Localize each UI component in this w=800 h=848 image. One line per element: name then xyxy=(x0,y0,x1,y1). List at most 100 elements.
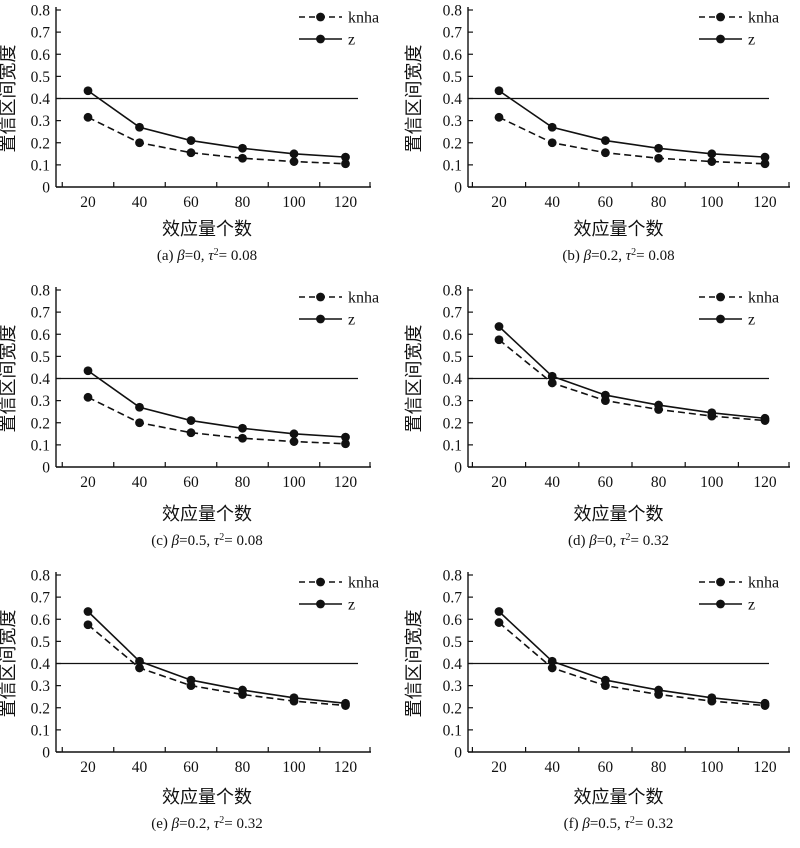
data-point-z xyxy=(707,408,717,418)
x-tick-label: 100 xyxy=(700,759,724,776)
data-point-knha xyxy=(654,153,663,163)
data-point-z xyxy=(494,607,504,616)
x-tick-label: 40 xyxy=(132,759,148,776)
x-tick-label: 20 xyxy=(491,759,507,776)
x-tick-label: 120 xyxy=(753,474,777,491)
data-point-z xyxy=(601,390,610,400)
y-tick-label: 0.3 xyxy=(443,393,463,410)
y-tick-label: 0.8 xyxy=(31,3,51,20)
caption-part-tau_eq: = 0.08 xyxy=(219,248,257,264)
legend-marker-knha xyxy=(716,292,725,302)
data-point-z xyxy=(135,122,144,132)
series-line-z xyxy=(498,325,766,420)
data-point-knha xyxy=(289,437,299,446)
caption-part-beta: β xyxy=(583,248,592,264)
y-tick-label: 0.5 xyxy=(31,69,51,86)
legend-label-z: z xyxy=(348,312,355,329)
y-tick-label: 0 xyxy=(454,180,462,197)
data-point-knha xyxy=(238,433,247,443)
legend-marker-z xyxy=(716,34,725,44)
subplot-b: 0 0.1 0.2 0.3 0.4 0.5 0.6 0.7 0.8 20 40 60 80 100 120 k… xyxy=(400,0,800,280)
y-tick-label: 0.7 xyxy=(31,25,51,42)
x-tick-label: 60 xyxy=(598,194,614,211)
y-tick-label: 0.5 xyxy=(31,349,51,366)
y-tick-label: 0.6 xyxy=(443,612,463,629)
y-tick-label: 0.4 xyxy=(443,371,463,388)
y-tick-label: 0.6 xyxy=(443,47,463,64)
y-tick-label: 0.3 xyxy=(443,678,463,695)
x-tick-label: 120 xyxy=(753,194,777,211)
x-tick-label: 20 xyxy=(491,474,507,491)
y-tick-label: 0.6 xyxy=(31,612,51,629)
caption-part-beta_eq: =0.5, xyxy=(179,533,214,549)
y-tick-label: 0.2 xyxy=(443,415,462,432)
legend-marker-knha xyxy=(316,577,325,587)
caption-part-prefix: (f) xyxy=(564,816,583,832)
caption-part-beta: β xyxy=(588,533,597,549)
data-point-z xyxy=(341,152,350,162)
data-point-knha xyxy=(186,428,196,438)
data-point-knha xyxy=(341,439,350,449)
y-tick-label: 0.4 xyxy=(31,91,51,108)
data-point-knha xyxy=(494,618,504,627)
data-point-knha xyxy=(186,148,196,158)
x-tick-label: 60 xyxy=(598,759,614,776)
data-point-z xyxy=(238,685,247,695)
x-tick-label: 40 xyxy=(132,474,148,491)
caption-part-tau_sup: 2 xyxy=(219,815,224,826)
data-point-z xyxy=(654,400,663,410)
data-point-knha xyxy=(601,148,610,158)
caption-part-tau_sup: 2 xyxy=(219,532,224,543)
series-line-z xyxy=(87,90,346,158)
data-point-z xyxy=(601,675,610,685)
y-tick-label: 0.5 xyxy=(443,69,463,86)
x-tick-label: 20 xyxy=(80,194,96,211)
caption-part-beta_eq: =0, xyxy=(185,248,208,264)
caption-part-tau_eq: = 0.32 xyxy=(635,816,673,832)
y-tick-label: 0.1 xyxy=(443,437,462,454)
legend-label-knha: knha xyxy=(748,10,779,27)
data-point-knha xyxy=(707,157,717,166)
x-tick-label: 40 xyxy=(544,194,560,211)
y-tick-label: 0.8 xyxy=(443,3,463,20)
subplot-caption: (b) β=0.2, τ2= 0.08 xyxy=(562,247,674,264)
caption-part-beta_eq: =0, xyxy=(597,533,620,549)
y-axis-title: 置信区间宽度 xyxy=(0,610,18,718)
y-tick-label: 0.7 xyxy=(31,590,51,607)
y-tick-label: 0.5 xyxy=(443,349,463,366)
x-axis-title: 效应量个数 xyxy=(574,787,664,807)
caption-part-beta_eq: =0.5, xyxy=(590,816,625,832)
y-tick-label: 0.2 xyxy=(31,415,50,432)
legend-label-z: z xyxy=(348,32,355,49)
chart-a-canvas: 0 0.1 0.2 0.3 0.4 0.5 0.6 0.7 0.8 20 40 60 80 100 120 k… xyxy=(0,3,379,265)
data-point-z xyxy=(289,693,299,703)
data-point-knha xyxy=(494,335,504,345)
data-point-z xyxy=(238,143,247,153)
legend-marker-knha xyxy=(716,577,725,587)
y-tick-label: 0 xyxy=(42,180,50,197)
data-point-z xyxy=(135,402,144,412)
caption-part-tau_eq: = 0.08 xyxy=(224,533,262,549)
data-point-z xyxy=(289,149,299,159)
caption-part-prefix: (c) xyxy=(151,533,171,549)
data-point-z xyxy=(83,86,93,96)
x-tick-label: 40 xyxy=(544,759,560,776)
series-line-knha xyxy=(498,116,766,165)
data-point-knha xyxy=(760,159,770,169)
series-line-z xyxy=(87,610,346,705)
y-tick-label: 0.2 xyxy=(31,700,50,717)
data-point-knha xyxy=(341,159,350,169)
subplot-f: 0 0.1 0.2 0.3 0.4 0.5 0.6 0.7 0.8 20 40 60 80 100 120 k… xyxy=(400,565,800,848)
chart-b-canvas: 0 0.1 0.2 0.3 0.4 0.5 0.6 0.7 0.8 20 40 60 80 100 120 k… xyxy=(404,3,790,264)
caption-part-prefix: (e) xyxy=(151,816,171,832)
y-tick-label: 0.7 xyxy=(443,590,463,607)
subplot-caption: (d) β=0, τ2= 0.32 xyxy=(568,532,669,549)
caption-part-beta: β xyxy=(171,533,180,549)
y-tick-label: 0.8 xyxy=(31,283,51,300)
y-tick-label: 0.6 xyxy=(31,47,51,64)
data-point-z xyxy=(707,149,717,159)
legend-label-z: z xyxy=(348,597,355,614)
chart-c-canvas: 0 0.1 0.2 0.3 0.4 0.5 0.6 0.7 0.8 20 40 60 80 100 120 k… xyxy=(0,283,379,550)
y-tick-label: 0.7 xyxy=(443,305,463,322)
